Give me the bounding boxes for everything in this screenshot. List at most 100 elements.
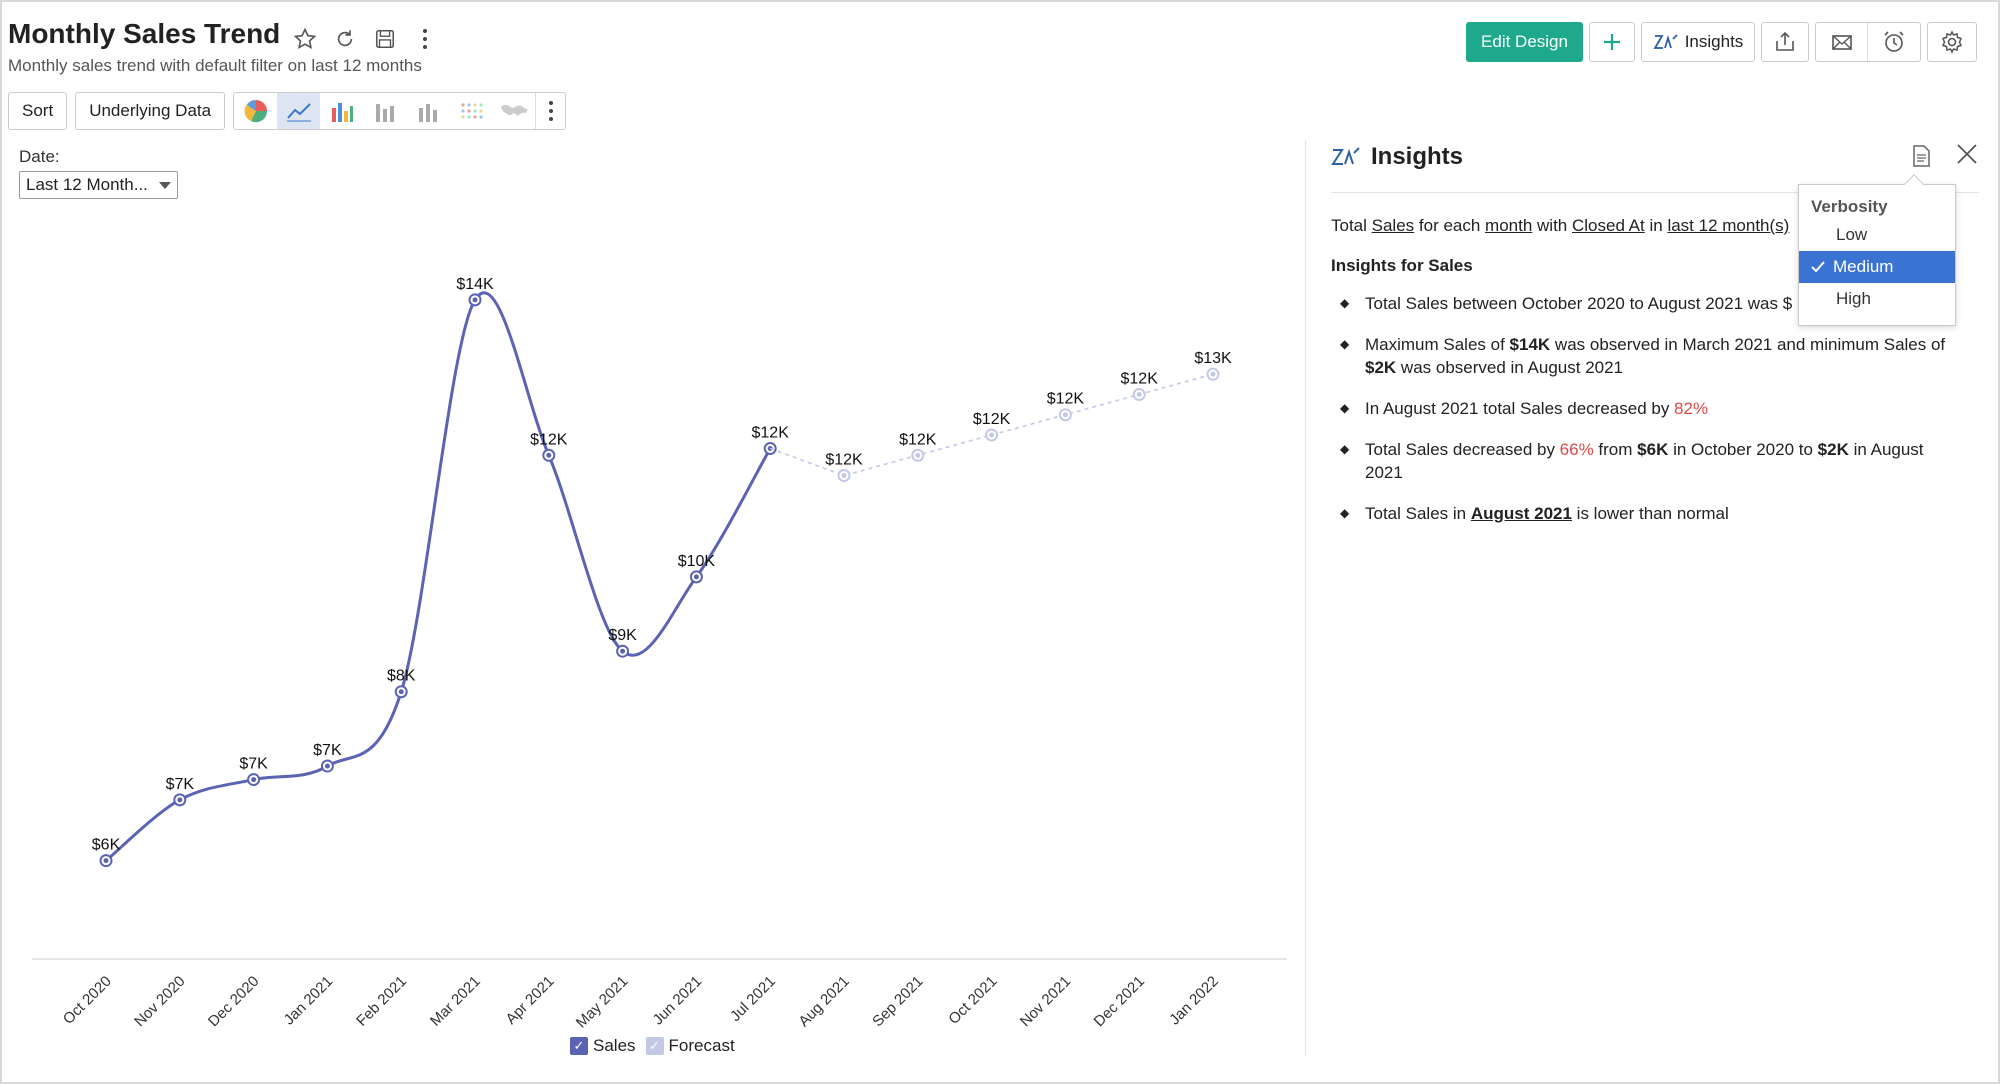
insight-text: $2K [1365,358,1397,377]
panel-rule [1331,192,1979,193]
bar-chart-icon[interactable] [320,93,363,129]
report-actions: Edit Design Insights [1466,22,1977,62]
underlying-data-button[interactable]: Underlying Data [75,92,226,130]
insights-title-text: Insights [1371,143,1464,170]
heatmap-icon[interactable] [449,93,492,129]
sales-data-label: $9K [608,627,637,644]
verbosity-label: Verbosity [1811,197,1888,216]
forecast-point-core [1062,412,1068,418]
panel-divider [1305,140,1306,1056]
insight-text: in October 2020 to [1668,440,1818,459]
summary-period-link[interactable]: month [1485,216,1533,235]
line-chart-icon[interactable] [277,93,321,129]
insight-item: Total Sales between October 2020 to Augu… [1340,292,1950,315]
insight-text[interactable]: August 2021 [1470,504,1572,523]
x-tick-label: Feb 2021 [353,973,410,1030]
insights-heading: Insights for Sales [1331,256,1473,275]
verbosity-option-low[interactable]: Low [1799,219,1955,251]
x-tick-label: Jul 2021 [727,973,779,1025]
schedule-button[interactable] [1868,23,1920,61]
report-subtitle: Monthly sales trend with default filter … [8,56,422,75]
document-icon[interactable] [1911,144,1931,173]
edit-design-button[interactable]: Edit Design [1466,22,1583,62]
sales-data-label: $14K [456,276,494,293]
date-filter-label: Date: [19,147,60,166]
sales-point-core [472,297,478,303]
share-actions-group [1815,22,1921,62]
sales-point-core [398,689,404,695]
sales-point-core [177,797,183,803]
sales-data-label: $8K [387,668,416,685]
legend-item-sales[interactable]: ✓ Sales [570,1036,636,1056]
chevron-down-icon [159,181,171,189]
insight-text: Total Sales in [1365,504,1471,523]
date-filter-select[interactable]: Last 12 Month... [19,171,178,199]
insight-text: $14K [1509,335,1551,354]
export-button[interactable] [1761,22,1809,62]
insight-text: 66% [1559,440,1594,459]
sales-trend-chart: Oct 2020 Nov 2020 Dec 2020 Jan 2021 Feb 2021… [32,276,1287,1031]
stacked-bar-icon[interactable] [363,93,406,129]
sales-point-core [324,763,330,769]
check-icon [1811,261,1825,273]
summary-filter-link[interactable]: last 12 month(s) [1667,216,1790,235]
forecast-data-label: $12K [899,431,937,448]
chart-type-switcher [233,92,567,130]
grouped-bar-icon[interactable] [406,93,449,129]
sales-data-label: $12K [530,431,568,448]
pie-chart-icon[interactable] [234,93,277,129]
add-button[interactable] [1589,22,1635,62]
insights-list: Total Sales between October 2020 to Augu… [1340,292,1950,543]
insight-item: Total Sales decreased by 66% from $6K in… [1340,438,1950,484]
insights-button-label: Insights [1684,32,1744,51]
insight-item: Total Sales in August 2021 is lower than… [1340,502,1950,525]
sales-point-core [620,648,626,654]
forecast-data-label: $12K [1047,391,1085,408]
legend-item-forecast[interactable]: ✓ Forecast [645,1036,735,1056]
legend-label-forecast: Forecast [668,1036,735,1055]
title-actions [290,24,440,54]
summary-date-field-link[interactable]: Closed At [1571,216,1645,235]
export-icon [1776,31,1794,51]
insights-summary: Total Sales for each month with Closed A… [1331,216,1789,236]
email-button[interactable] [1816,23,1868,61]
insight-text: is lower than normal [1571,504,1729,523]
check-icon: ✓ [570,1037,588,1055]
x-tick-label: Mar 2021 [427,973,484,1030]
sales-data-label: $7K [239,756,268,773]
more-vertical-icon[interactable] [410,24,440,54]
insight-text: Total Sales decreased by [1365,440,1560,459]
sales-line [105,291,772,862]
settings-button[interactable] [1927,22,1977,62]
more-chart-types-icon[interactable] [535,93,565,129]
x-tick-label: Sep 2021 [869,973,926,1030]
map-icon[interactable] [492,93,535,129]
x-tick-label: Apr 2021 [503,973,558,1028]
forecast-point-core [1210,371,1216,377]
insight-item: In August 2021 total Sales decreased by … [1340,397,1950,420]
forecast-data-label: $12K [825,452,863,469]
save-icon[interactable] [370,24,400,54]
summary-measure-link[interactable]: Sales [1371,216,1415,235]
summary-text: Total [1331,216,1372,235]
verbosity-option-medium[interactable]: Medium [1799,251,1955,283]
verbosity-option-high[interactable]: High [1799,283,1955,315]
sort-button[interactable]: Sort [8,92,68,130]
legend-label-sales: Sales [593,1036,636,1055]
insight-text: In August 2021 total Sales decreased by [1365,399,1675,418]
insight-item: Maximum Sales of $14K was observed in Ma… [1340,333,1950,379]
forecast-data-label: $12K [1121,370,1159,387]
close-icon[interactable] [1956,142,1978,170]
forecast-data-label: $13K [1194,350,1232,367]
insight-text: was observed in August 2021 [1396,358,1624,377]
insights-button[interactable]: Insights [1641,22,1755,62]
sales-data-label: $10K [678,553,716,570]
sales-data-label: $6K [92,837,121,854]
forecast-point-core [915,452,921,458]
refresh-icon[interactable] [330,24,360,54]
star-icon[interactable] [290,24,320,54]
summary-text: in [1644,216,1668,235]
insight-text: 82% [1674,399,1709,418]
insight-text: from [1593,440,1638,459]
